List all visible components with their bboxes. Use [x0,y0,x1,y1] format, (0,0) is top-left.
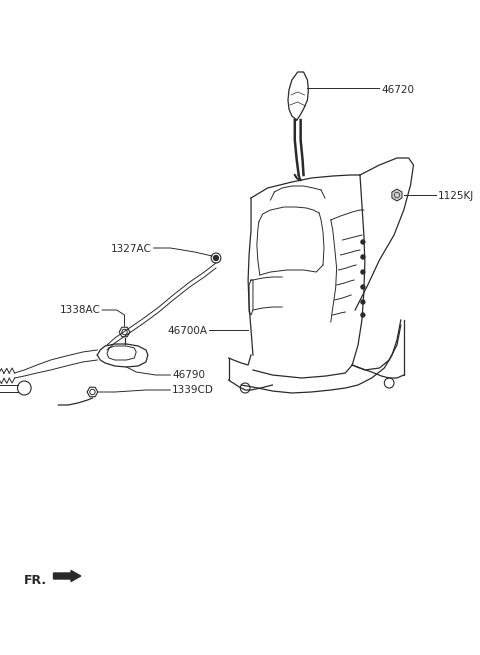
Text: 1125KJ: 1125KJ [438,191,474,201]
Circle shape [361,240,365,244]
Text: 1339CD: 1339CD [172,385,214,395]
Circle shape [361,285,365,289]
FancyArrow shape [53,571,81,582]
Text: 46790: 46790 [172,370,205,380]
Circle shape [361,255,365,259]
Circle shape [214,255,218,261]
Text: 46720: 46720 [382,85,414,95]
Text: 1327AC: 1327AC [111,244,152,254]
Polygon shape [392,189,402,201]
Text: FR.: FR. [24,574,48,586]
Circle shape [361,313,365,317]
Text: 1338AC: 1338AC [60,305,100,315]
Circle shape [361,270,365,274]
Text: 46700A: 46700A [167,326,207,336]
Circle shape [361,300,365,304]
